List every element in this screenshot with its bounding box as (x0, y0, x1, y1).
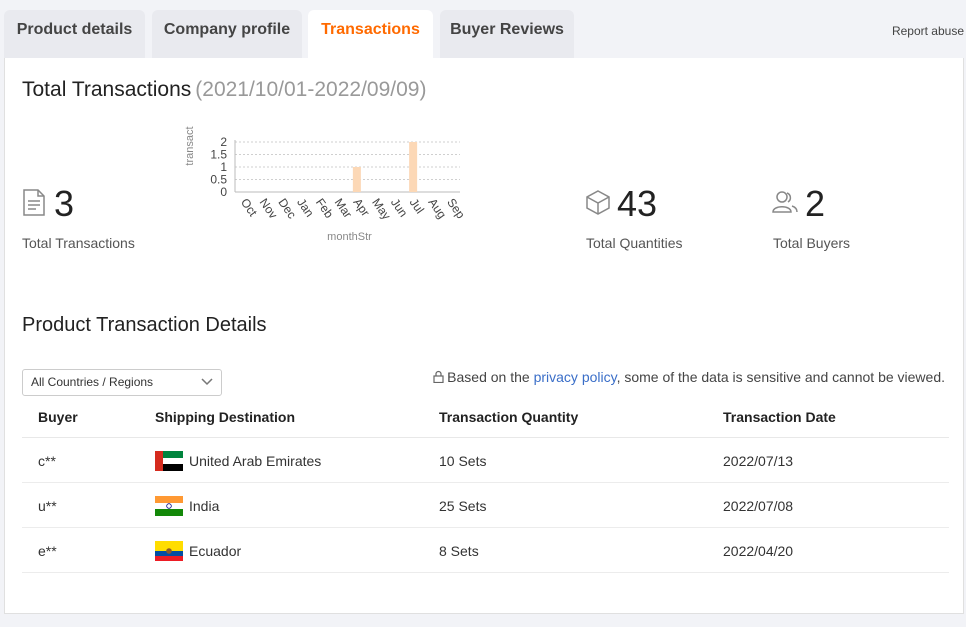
column-header-quantity: Transaction Quantity (439, 409, 579, 425)
users-icon (772, 191, 798, 213)
total-buyers-value: 2 (805, 183, 826, 224)
title-text: Total Transactions (22, 78, 192, 101)
table-row: e** Ecuador 8 Sets 2022/04/20 (22, 528, 949, 573)
table-row: c** United Arab Emirates 10 Sets 2022/07… (22, 438, 949, 483)
privacy-text-after: , some of the data is sensitive and cann… (616, 369, 945, 385)
destination-cell: United Arab Emirates (189, 453, 322, 469)
india-flag-icon (155, 496, 183, 516)
box-icon (586, 190, 610, 215)
column-header-date: Transaction Date (723, 409, 836, 425)
x-tick-label: Sep (444, 196, 468, 222)
tab-product-details[interactable]: Product details (4, 10, 145, 60)
privacy-policy-link[interactable]: privacy policy (533, 369, 617, 385)
column-header-destination: Shipping Destination (155, 409, 295, 425)
x-tick-label: Aug (425, 196, 449, 222)
x-tick-label: Oct (238, 196, 261, 220)
chevron-down-icon (201, 378, 213, 386)
privacy-text-before: Based on the (447, 369, 534, 385)
date-cell: 2022/07/08 (723, 498, 794, 514)
tab-buyer-reviews[interactable]: Buyer Reviews (440, 10, 574, 60)
y-tick-label: 2 (220, 135, 227, 149)
chart-bar-jul (409, 142, 418, 192)
destination-cell: India (189, 498, 220, 514)
buyer-cell: e** (38, 543, 57, 559)
lock-icon (433, 370, 444, 383)
date-range: (2021/10/01-2022/09/09) (195, 78, 427, 101)
date-cell: 2022/07/13 (723, 453, 794, 469)
country-filter-value: All Countries / Regions (31, 375, 154, 389)
x-tick-label: Nov (257, 196, 281, 222)
date-cell: 2022/04/20 (723, 543, 794, 559)
total-buyers-label: Total Buyers (773, 235, 851, 251)
country-filter-select[interactable]: All Countries / Regions (22, 369, 222, 396)
document-icon (23, 189, 45, 216)
x-tick-label: May (369, 196, 393, 223)
total-transactions-label: Total Transactions (22, 235, 135, 251)
x-tick-label: Jul (407, 196, 427, 217)
y-tick-label: 1.5 (210, 148, 227, 162)
destination-cell: Ecuador (189, 543, 242, 559)
x-tick-label: Apr (350, 196, 372, 219)
x-tick-label: Mar (332, 196, 355, 221)
x-tick-label: Feb (313, 196, 337, 221)
total-quantities-value: 43 (617, 183, 658, 224)
quantity-cell: 8 Sets (439, 543, 479, 559)
y-tick-label: 0.5 (210, 173, 227, 187)
report-abuse-link[interactable]: Report abuse (891, 24, 964, 38)
buyer-cell: c** (38, 453, 56, 469)
chart-bar-apr (352, 167, 361, 192)
privacy-notice: Based on the privacy policy, some of the… (433, 369, 945, 385)
transactions-panel: Total Transactions (2021/10/01-2022/09/09… (4, 58, 964, 614)
transactions-table: Buyer Shipping Destination Transaction Q… (22, 396, 949, 573)
tab-company-profile[interactable]: Company profile (152, 10, 302, 60)
quantity-cell: 25 Sets (439, 498, 487, 514)
x-tick-label: Jun (388, 196, 411, 220)
y-axis-label: transact (184, 126, 196, 165)
y-tick-label: 0 (220, 185, 227, 199)
table-header: Buyer Shipping Destination Transaction Q… (22, 396, 949, 438)
total-transactions-value: 3 (54, 183, 75, 224)
ecuador-flag-icon (155, 541, 183, 561)
table-row: u** India 25 Sets 2022/07/08 (22, 483, 949, 528)
x-tick-label: Jan (294, 196, 317, 220)
x-tick-label: Dec (275, 196, 299, 222)
x-axis-label: monthStr (327, 231, 372, 243)
transactions-chart: 00.511.52 OctNovDecJanFebMarAprMayJunJulA… (184, 126, 468, 243)
y-tick-label: 1 (220, 160, 227, 174)
uae-flag-icon (155, 451, 183, 471)
total-quantities-label: Total Quantities (586, 235, 683, 251)
section-title: Product Transaction Details (22, 314, 267, 336)
page-title: Total Transactions (2021/10/01-2022/09/09… (22, 78, 426, 102)
tab-transactions[interactable]: Transactions (308, 10, 433, 60)
buyer-cell: u** (38, 498, 57, 514)
column-header-buyer: Buyer (38, 409, 78, 425)
quantity-cell: 10 Sets (439, 453, 487, 469)
